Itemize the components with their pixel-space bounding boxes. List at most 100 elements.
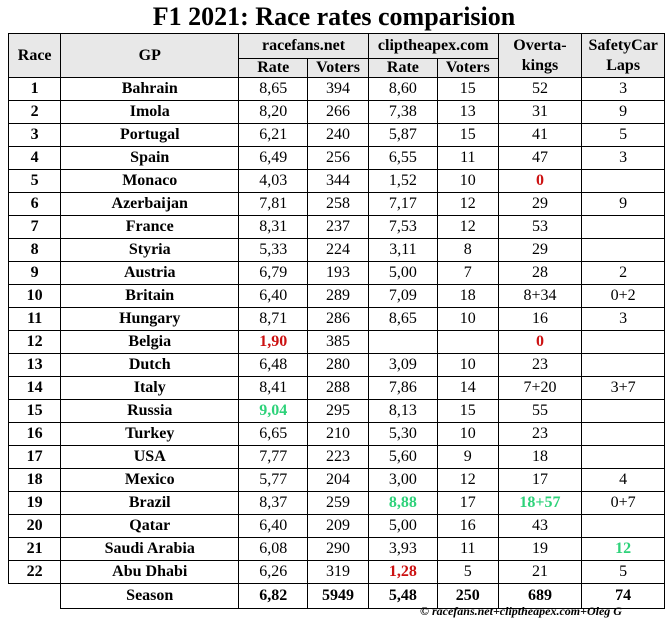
cell-rf-rate: 6,21: [238, 123, 309, 147]
cell-overtakes: 0: [497, 330, 583, 354]
cell-rf-voters: 256: [307, 146, 369, 170]
cell-cta-voters: 15: [436, 123, 499, 147]
cell-cta-voters: 8: [436, 238, 499, 262]
cell-sc: 0+7: [581, 491, 665, 515]
cell-race: 17: [7, 445, 62, 469]
cell-cta-rate: 5,87: [367, 123, 438, 147]
cell-rf-rate: 1,90: [238, 330, 309, 354]
table-row: 17 USA 7,77 223 5,60 9 18: [7, 445, 665, 469]
cell-rf-voters: 209: [307, 514, 369, 538]
cell-rf-voters: 289: [307, 284, 369, 308]
cell-sc: 5: [581, 123, 665, 147]
cell-rf-rate: 6,49: [238, 146, 309, 170]
cell-sc: [581, 215, 665, 239]
cell-gp: Belgia: [60, 330, 240, 354]
cell-sc: 0+2: [581, 284, 665, 308]
table-row: 5 Monaco 4,03 344 1,52 10 0: [7, 169, 665, 193]
cell-cta-voters: 14: [436, 376, 499, 400]
cell-cta-voters: 10: [436, 353, 499, 377]
cell-rf-voters: 223: [307, 445, 369, 469]
cell-race: 19: [7, 491, 62, 515]
cell-race: 14: [7, 376, 62, 400]
cell-race: 13: [7, 353, 62, 377]
cell-sc: 3: [581, 307, 665, 331]
season-rf-rate: 6,82: [238, 583, 309, 609]
cell-cta-voters: 12: [436, 468, 499, 492]
cell-overtakes: 23: [497, 353, 583, 377]
cell-cta-rate: 3,11: [367, 238, 438, 262]
cell-race: 9: [7, 261, 62, 285]
table-row: 1 Bahrain 8,65 394 8,60 15 52 3: [7, 77, 665, 101]
subheader-rf-voters: Voters: [307, 58, 369, 78]
cell-gp: Imola: [60, 100, 240, 124]
cell-cta-rate: 5,60: [367, 445, 438, 469]
cell-cta-rate: 6,55: [367, 146, 438, 170]
header-overtakings: Overta- kings: [497, 33, 583, 78]
season-blank-cell: [9, 584, 61, 609]
cell-rf-rate: 6,40: [238, 514, 309, 538]
cell-gp: Styria: [60, 238, 240, 262]
season-rf-voters: 5949: [307, 583, 369, 609]
cell-overtakes: 7+20: [497, 376, 583, 400]
cell-gp: Portugal: [60, 123, 240, 147]
table-row: 2 Imola 8,20 266 7,38 13 31 9: [7, 100, 665, 124]
cell-cta-rate: 7,09: [367, 284, 438, 308]
cell-race: 20: [7, 514, 62, 538]
cell-rf-voters: 385: [307, 330, 369, 354]
cell-sc: [581, 514, 665, 538]
cell-sc: 9: [581, 100, 665, 124]
season-label: Season: [60, 583, 240, 609]
cell-rf-voters: 258: [307, 192, 369, 216]
cell-sc: [581, 445, 665, 469]
cell-overtakes: 31: [497, 100, 583, 124]
cell-overtakes: 8+34: [497, 284, 583, 308]
cell-rf-voters: 290: [307, 537, 369, 561]
cell-race: 4: [7, 146, 62, 170]
cell-overtakes: 29: [497, 192, 583, 216]
cell-gp: France: [60, 215, 240, 239]
subheader-cta-rate: Rate: [367, 58, 438, 78]
cell-sc: 9: [581, 192, 665, 216]
cell-sc: 3: [581, 77, 665, 101]
table-row: 20 Qatar 6,40 209 5,00 16 43: [7, 514, 665, 538]
cell-cta-voters: 9: [436, 445, 499, 469]
table-title: F1 2021: Race rates comparision: [152, 2, 516, 31]
cell-sc: [581, 169, 665, 193]
cell-cta-voters: [436, 330, 499, 354]
cell-overtakes: 53: [497, 215, 583, 239]
cell-race: 7: [7, 215, 62, 239]
cell-sc: 4: [581, 468, 665, 492]
cell-overtakes: 23: [497, 422, 583, 446]
cell-overtakes: 19: [497, 537, 583, 561]
cell-race: 10: [7, 284, 62, 308]
cell-gp: Turkey: [60, 422, 240, 446]
cell-cta-rate: 5,00: [367, 514, 438, 538]
cell-cta-rate: [367, 330, 438, 354]
cell-rf-voters: 280: [307, 353, 369, 377]
cell-cta-voters: 10: [436, 422, 499, 446]
cell-gp: Hungary: [60, 307, 240, 331]
cell-cta-rate: 8,13: [367, 399, 438, 423]
cell-sc: 12: [581, 537, 665, 561]
table-row: 14 Italy 8,41 288 7,86 14 7+20 3+7: [7, 376, 665, 400]
cell-overtakes: 0: [497, 169, 583, 193]
cell-overtakes: 55: [497, 399, 583, 423]
cell-sc: [581, 330, 665, 354]
cell-cta-rate: 1,52: [367, 169, 438, 193]
table-row: 19 Brazil 8,37 259 8,88 17 18+57 0+7: [7, 491, 665, 515]
cell-cta-voters: 10: [436, 307, 499, 331]
cell-gp: Azerbaijan: [60, 192, 240, 216]
cell-cta-voters: 18: [436, 284, 499, 308]
cell-race: 16: [7, 422, 62, 446]
cell-gp: Abu Dhabi: [60, 560, 240, 584]
cell-cta-rate: 3,00: [367, 468, 438, 492]
cell-gp: USA: [60, 445, 240, 469]
cell-gp: Italy: [60, 376, 240, 400]
cell-rf-voters: 295: [307, 399, 369, 423]
cell-cta-rate: 3,93: [367, 537, 438, 561]
cell-rf-voters: 394: [307, 77, 369, 101]
cell-cta-rate: 1,28: [367, 560, 438, 584]
cell-cta-voters: 7: [436, 261, 499, 285]
cell-gp: Dutch: [60, 353, 240, 377]
copyright-footer: © racefans.net+cliptheapex.com+Oleg G: [420, 604, 622, 618]
